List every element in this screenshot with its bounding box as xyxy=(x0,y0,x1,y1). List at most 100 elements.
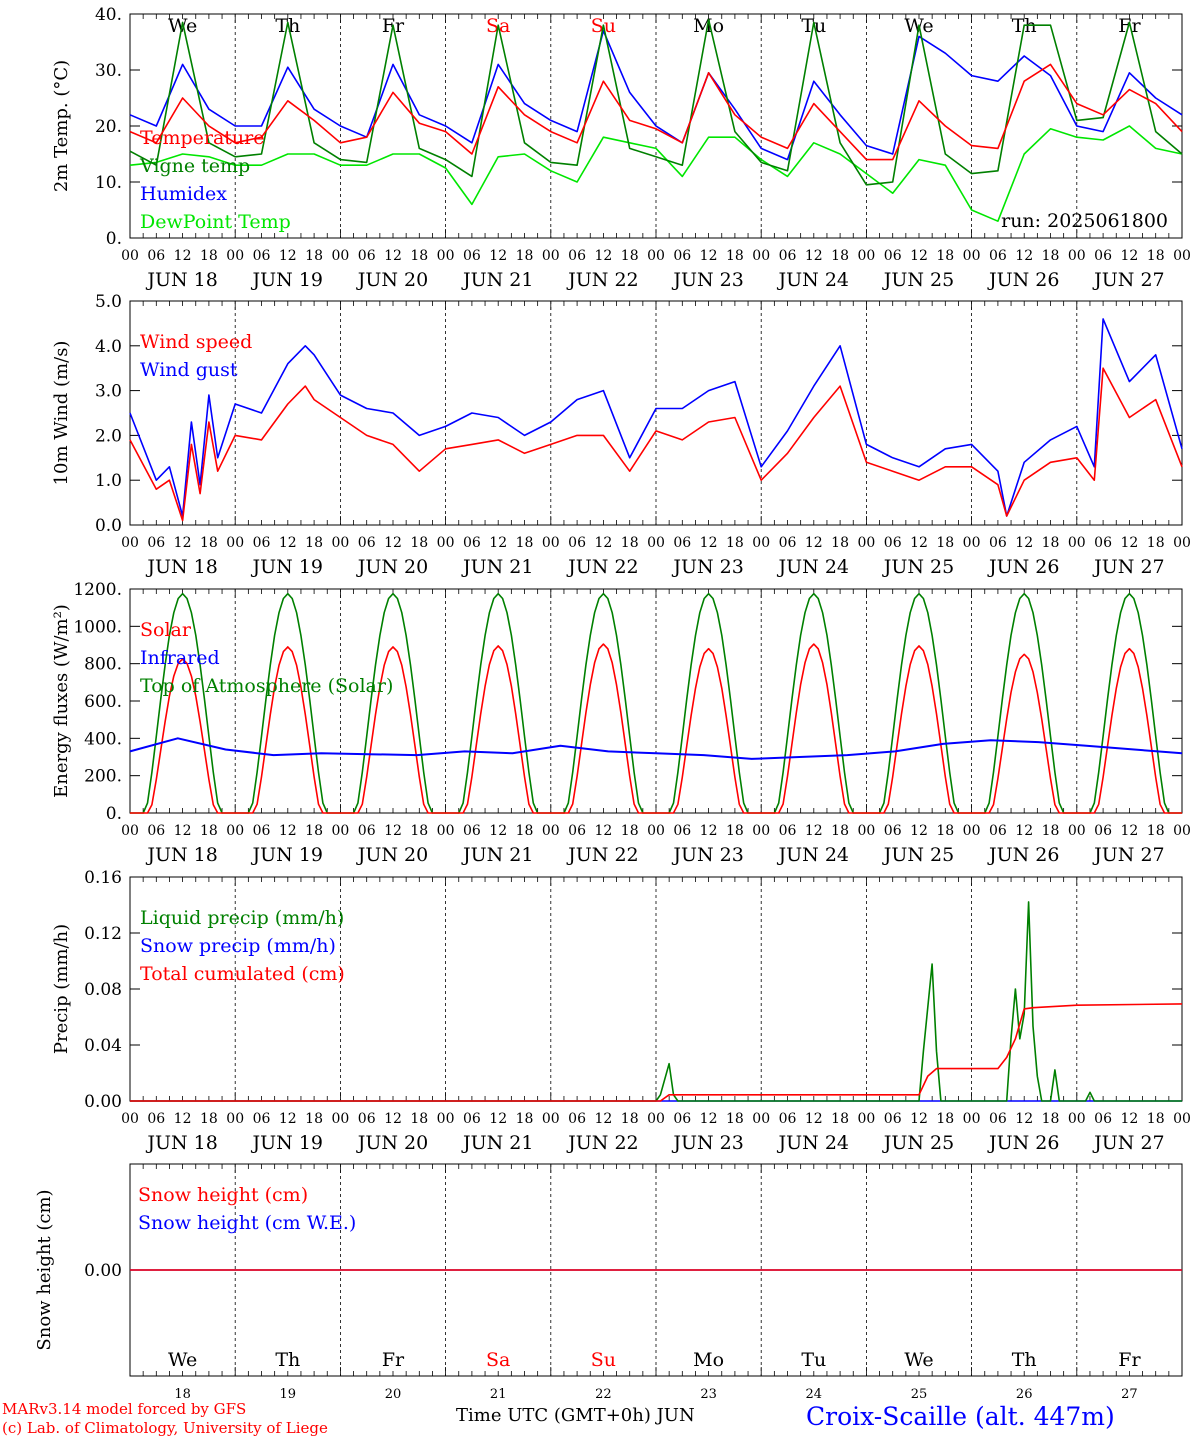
hour-tick-label: 00 xyxy=(857,1111,875,1127)
series-line xyxy=(130,643,1182,814)
hour-tick-label: 06 xyxy=(884,535,902,551)
hour-tick-label: 12 xyxy=(700,248,718,264)
y-tick-label: 0.0 xyxy=(95,516,122,536)
day-label: JUN 26 xyxy=(987,269,1059,291)
hour-tick-label: 00 xyxy=(226,1111,244,1127)
y-tick-label: 4.0 xyxy=(95,337,122,357)
hour-tick-label: 12 xyxy=(1120,823,1138,839)
day-label: JUN 20 xyxy=(356,556,428,578)
day-label: JUN 22 xyxy=(566,1132,638,1154)
hour-tick-label: 06 xyxy=(253,823,271,839)
hour-tick-label: 18 xyxy=(200,535,218,551)
hour-tick-label: 00 xyxy=(542,823,560,839)
day-number: 27 xyxy=(1121,1387,1138,1402)
hour-tick-label: 06 xyxy=(1094,535,1112,551)
hour-tick-label: 06 xyxy=(358,248,376,264)
hour-tick-label: 18 xyxy=(726,823,744,839)
y-axis-label: 2m Temp. (°C) xyxy=(51,60,72,192)
hour-tick-label: 06 xyxy=(568,823,586,839)
weekday-label: Mo xyxy=(693,15,724,37)
day-label: JUN 24 xyxy=(777,556,849,578)
hour-tick-label: 18 xyxy=(516,248,534,264)
y-axis-label: Energy fluxes (W/m²) xyxy=(51,604,72,798)
hour-tick-label: 12 xyxy=(384,823,402,839)
hour-tick-label: 00 xyxy=(647,823,665,839)
hour-tick-label: 18 xyxy=(831,1111,849,1127)
panel-5: 0.00 Snow height (cm) Snow height (cm) Snow… xyxy=(34,1163,1183,1402)
day-number: 23 xyxy=(700,1387,717,1402)
day-number: 26 xyxy=(1016,1387,1033,1402)
hour-tick-label: 06 xyxy=(358,1111,376,1127)
day-number: 19 xyxy=(280,1387,297,1402)
hour-tick-label: 12 xyxy=(174,248,192,264)
time-axis: 00 06 12 18 JUN 18 00 06 12 18 JUN 19 00 06 12 18 JUN … xyxy=(121,248,1191,291)
y-tick-label: 20. xyxy=(95,117,122,137)
day-label: JUN 20 xyxy=(356,1132,428,1154)
hour-tick-label: 12 xyxy=(594,535,612,551)
weekday-label: Su xyxy=(591,1349,616,1371)
hour-tick-label: 18 xyxy=(200,1111,218,1127)
hour-tick-label: 00 xyxy=(437,248,455,264)
day-label: JUN 23 xyxy=(671,1132,743,1154)
hour-tick-label: 00 xyxy=(963,1111,981,1127)
hour-tick-label: 00 xyxy=(226,535,244,551)
y-axis-label: Snow height (cm) xyxy=(34,1189,55,1350)
hour-tick-label: 00 xyxy=(121,535,139,551)
hour-tick-label: 18 xyxy=(1042,1111,1060,1127)
day-label: JUN 21 xyxy=(461,1132,533,1154)
hour-tick-label: 12 xyxy=(384,248,402,264)
series-line xyxy=(129,737,1183,760)
hour-tick-label: 12 xyxy=(1120,248,1138,264)
hour-tick-label: 00 xyxy=(752,248,770,264)
day-label: JUN 27 xyxy=(1092,1132,1164,1154)
legend-entry: Top of Atmosphere (Solar) xyxy=(140,675,393,697)
hour-tick-label: 18 xyxy=(1147,535,1165,551)
hour-tick-label: 00 xyxy=(331,248,349,264)
hour-tick-label: 06 xyxy=(989,535,1007,551)
series-line xyxy=(129,125,1183,222)
hour-tick-label: 12 xyxy=(489,823,507,839)
day-label: JUN 19 xyxy=(251,556,323,578)
hour-tick-label: 18 xyxy=(410,248,428,264)
hour-tick-label: 06 xyxy=(673,535,691,551)
hour-tick-label: 18 xyxy=(1042,823,1060,839)
hour-tick-label: 12 xyxy=(700,823,718,839)
hour-tick-label: 00 xyxy=(647,248,665,264)
hour-tick-label: 00 xyxy=(963,535,981,551)
hour-tick-label: 18 xyxy=(410,823,428,839)
hour-tick-label: 18 xyxy=(200,823,218,839)
credit-line2: (c) Lab. of Climatology, University of L… xyxy=(2,1419,328,1437)
hour-tick-label: 00 xyxy=(857,823,875,839)
hour-tick-label: 06 xyxy=(147,823,165,839)
hour-tick-label: 06 xyxy=(779,1111,797,1127)
hour-tick-label: 00 xyxy=(1068,248,1086,264)
hour-tick-label: 18 xyxy=(1147,248,1165,264)
hour-tick-label: 12 xyxy=(700,535,718,551)
hour-tick-label: 12 xyxy=(1120,535,1138,551)
hour-tick-label: 06 xyxy=(989,823,1007,839)
hour-tick-label: 12 xyxy=(805,248,823,264)
weekday-label: Tu xyxy=(801,1349,826,1371)
series-line xyxy=(129,367,1183,522)
day-label: JUN 21 xyxy=(461,269,533,291)
legend-entry: Solar xyxy=(140,619,192,641)
y-tick-label: 0.08 xyxy=(84,980,122,1000)
hour-tick-label: 00 xyxy=(331,823,349,839)
hour-tick-label: 00 xyxy=(437,823,455,839)
day-label: JUN 22 xyxy=(566,269,638,291)
weekday-label: Th xyxy=(275,1349,300,1371)
day-label: JUN 27 xyxy=(1092,269,1164,291)
hour-tick-label: 06 xyxy=(884,1111,902,1127)
day-label: JUN 19 xyxy=(251,1132,323,1154)
weekday-label: We xyxy=(904,1349,933,1371)
panel-3: 00 06 12 18 JUN 18 00 06 12 18 JUN 19 00 06 12 18 JUN … xyxy=(51,580,1191,866)
hour-tick-label: 12 xyxy=(594,823,612,839)
hour-tick-label: 00 xyxy=(647,535,665,551)
series-line xyxy=(129,318,1183,517)
legend-entry: Humidex xyxy=(140,183,227,205)
x-axis-title: Time UTC (GMT+0h) JUN xyxy=(456,1405,695,1426)
hour-tick-label: 00 xyxy=(1173,823,1191,839)
day-label: JUN 24 xyxy=(777,844,849,866)
weekday-label: We xyxy=(168,1349,197,1371)
hour-tick-label: 06 xyxy=(673,1111,691,1127)
